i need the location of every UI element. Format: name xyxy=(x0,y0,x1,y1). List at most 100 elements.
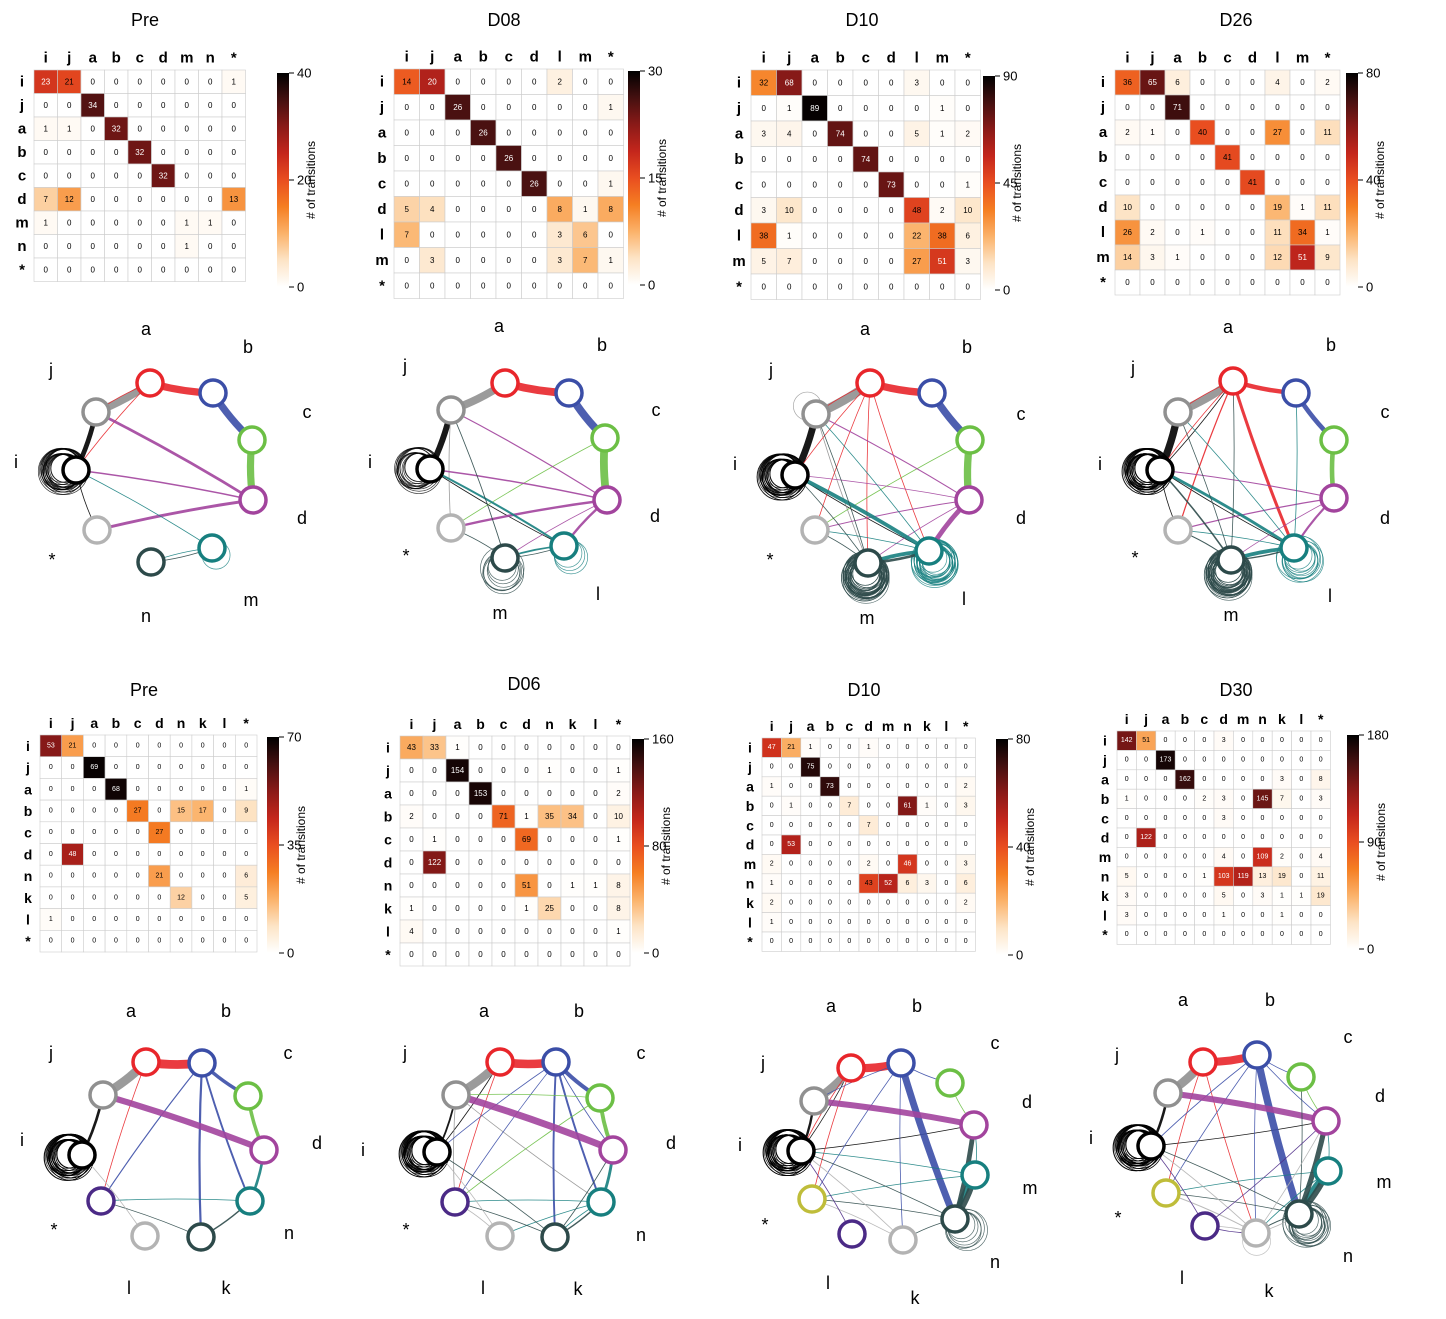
heatmap-cell xyxy=(521,247,548,274)
heatmap-cell-value: 0 xyxy=(208,171,213,180)
heatmap-cell-value: 0 xyxy=(889,282,894,291)
heatmap-cell xyxy=(521,145,548,172)
heatmap-cell-value: 0 xyxy=(925,919,929,926)
heatmap-cell xyxy=(1264,269,1291,296)
row-tick-label: a xyxy=(378,124,387,141)
colorbar xyxy=(632,739,644,953)
heatmap-cell xyxy=(1314,219,1341,246)
heatmap-cell-value: 0 xyxy=(1241,931,1245,938)
heatmap-cell-value: 1 xyxy=(44,124,49,133)
heatmap-cell xyxy=(1239,194,1266,221)
heatmap-cell-value: 17 xyxy=(199,807,207,814)
heatmap-cell-value: 1 xyxy=(570,881,575,890)
heatmap-title: D10 xyxy=(847,680,880,700)
heatmap-cell xyxy=(1189,69,1216,96)
heatmap-cell-value: 0 xyxy=(478,881,483,890)
heatmap-cell-value: 0 xyxy=(161,265,166,274)
row-tick-label: m xyxy=(1096,249,1109,266)
heatmap-cell xyxy=(954,197,981,224)
transition-edge xyxy=(1159,469,1295,549)
state-node-i xyxy=(1136,1131,1166,1161)
heatmap-cell-value: 0 xyxy=(455,835,460,844)
heatmap-cell-value: 23 xyxy=(41,77,50,86)
heatmap-cell xyxy=(1239,69,1266,96)
transition-edge xyxy=(454,1097,601,1203)
state-node-label: k xyxy=(1265,1281,1275,1301)
transition-edge xyxy=(814,499,970,531)
heatmap-cell-value: 0 xyxy=(1202,912,1206,919)
row-tick-label: m xyxy=(732,253,745,270)
heatmap-cell-value: 0 xyxy=(501,743,506,752)
heatmap-cell-value: 0 xyxy=(1200,153,1205,162)
heatmap-cell xyxy=(1164,219,1191,246)
heatmap-cell-value: 0 xyxy=(232,124,237,133)
row-tick-label: j xyxy=(19,97,24,114)
heatmap-cell-value: 32 xyxy=(759,78,768,87)
heatmap-cell xyxy=(597,221,624,248)
heatmap-cell xyxy=(1164,269,1191,296)
heatmap-cell-value: 0 xyxy=(593,743,598,752)
heatmap-cell-value: 0 xyxy=(507,205,512,214)
state-node-label: n xyxy=(990,1252,1000,1272)
state-node-m xyxy=(1216,545,1246,575)
state-node-n xyxy=(940,1204,970,1234)
row-tick-label: * xyxy=(747,934,753,950)
heatmap-cell-value: 0 xyxy=(1144,873,1148,880)
colorbar-label: # of transitions xyxy=(294,806,308,884)
heatmap-cell-value: 1 xyxy=(49,916,53,923)
heatmap-cell-value: 1 xyxy=(609,179,614,188)
state-node-l xyxy=(837,1219,867,1249)
heatmap-cell-value: 1 xyxy=(455,743,460,752)
transition-edge xyxy=(793,473,931,553)
heatmap-cell-value: 0 xyxy=(405,103,410,112)
heatmap-cell xyxy=(776,95,803,122)
heatmap-cell-value: 3 xyxy=(1150,253,1155,262)
heatmap-cell-value: 0 xyxy=(547,927,552,936)
transition-edge xyxy=(811,1098,977,1128)
heatmap-cell-value: 0 xyxy=(828,880,832,887)
row-tick-label: c xyxy=(746,817,754,833)
heatmap-cell-value: 1 xyxy=(789,802,793,809)
heatmap-cell xyxy=(1114,194,1141,221)
heatmap-cell-value: 0 xyxy=(838,155,843,164)
heatmap-cell-value: 0 xyxy=(1175,128,1180,137)
row-tick-label: b xyxy=(24,803,33,819)
heatmap-cell-value: 0 xyxy=(940,78,945,87)
heatmap-cell-value: 0 xyxy=(114,101,119,110)
state-node-label: i xyxy=(361,1140,365,1160)
heatmap-cell-value: 0 xyxy=(593,904,598,913)
colorbar-tick-label: 0 xyxy=(1016,948,1023,963)
heatmap-cell-value: 1 xyxy=(616,835,621,844)
state-node-label: n xyxy=(284,1223,294,1243)
heatmap-cell-value: 0 xyxy=(789,919,793,926)
transition-edge xyxy=(436,1151,556,1238)
heatmap-cell-value: 0 xyxy=(864,282,869,291)
heatmap-cell-value: 0 xyxy=(481,281,486,290)
row-tick-label: d xyxy=(1101,830,1110,846)
transition-edge xyxy=(75,469,213,549)
heatmap-cell-value: 0 xyxy=(1144,815,1148,822)
heatmap-cell-value: 0 xyxy=(1222,757,1226,764)
heatmap-cell-value: 4 xyxy=(787,129,792,138)
state-node-label: * xyxy=(48,550,55,570)
state-node-label: l xyxy=(481,1278,485,1298)
heatmap-cell-value: 0 xyxy=(1325,178,1330,187)
heatmap-cell-value: 11 xyxy=(1317,873,1324,880)
heatmap-cell xyxy=(495,196,522,223)
heatmap-cell-value: 0 xyxy=(432,789,437,798)
state-node-b xyxy=(886,1048,916,1078)
colorbar xyxy=(1346,73,1358,287)
heatmap-cell-value: 0 xyxy=(1144,854,1148,861)
heatmap-cell-value: 0 xyxy=(136,851,140,858)
colorbar xyxy=(277,73,289,287)
row-tick-label: c xyxy=(735,176,743,193)
row-tick-label: c xyxy=(1101,810,1109,826)
colorbar-tick-label: 40 xyxy=(297,66,311,81)
heatmap-cell-value: 1 xyxy=(1175,253,1180,262)
state-node-label: n xyxy=(636,1225,646,1245)
column-tick-label: d xyxy=(887,50,896,67)
column-tick-label: i xyxy=(44,50,48,67)
colorbar-tick-label: 180 xyxy=(1367,728,1389,743)
column-tick-label: b xyxy=(112,50,121,67)
heatmap-cell-value: 51 xyxy=(938,257,947,266)
